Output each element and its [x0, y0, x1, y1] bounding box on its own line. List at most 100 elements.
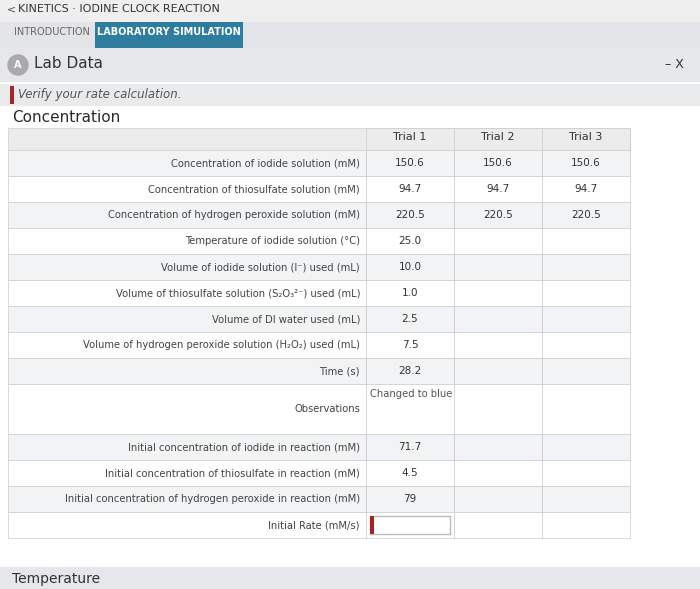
Text: 1.0: 1.0	[402, 288, 419, 298]
Bar	[366, 202, 454, 228]
Bar	[0, 22, 700, 48]
Bar	[454, 434, 542, 460]
Text: – X: – X	[665, 58, 684, 71]
Bar	[454, 202, 542, 228]
Text: 94.7: 94.7	[575, 184, 598, 194]
Text: Concentration: Concentration	[12, 110, 120, 125]
Bar	[0, 82, 700, 589]
Bar	[0, 48, 700, 82]
Text: 220.5: 220.5	[395, 210, 425, 220]
Bar	[542, 486, 630, 512]
Bar	[8, 486, 366, 512]
Text: Volume of iodide solution (I⁻) used (mL): Volume of iodide solution (I⁻) used (mL)	[162, 262, 360, 272]
Bar	[8, 228, 366, 254]
Text: 150.6: 150.6	[395, 158, 425, 168]
Bar	[8, 358, 366, 384]
Text: 7.5: 7.5	[402, 340, 419, 350]
Bar	[454, 332, 542, 358]
Bar	[8, 254, 366, 280]
Text: Initial concentration of iodide in reaction (mM): Initial concentration of iodide in react…	[128, 442, 360, 452]
Bar	[366, 228, 454, 254]
Bar	[366, 150, 454, 176]
Bar	[454, 254, 542, 280]
Bar	[10, 86, 14, 104]
Bar	[542, 512, 630, 538]
Bar	[454, 512, 542, 538]
Bar	[542, 202, 630, 228]
Bar	[454, 460, 542, 486]
Bar	[8, 434, 366, 460]
Text: 25.0: 25.0	[398, 236, 421, 246]
Text: Initial concentration of thiosulfate in reaction (mM): Initial concentration of thiosulfate in …	[105, 468, 360, 478]
Bar	[454, 358, 542, 384]
Bar	[8, 202, 366, 228]
Text: Observations: Observations	[294, 404, 360, 414]
Text: 2.5: 2.5	[402, 314, 419, 324]
Text: 220.5: 220.5	[571, 210, 601, 220]
Bar	[366, 460, 454, 486]
Bar	[454, 384, 542, 434]
Bar	[542, 128, 630, 150]
Bar	[8, 512, 366, 538]
Text: Trial 3: Trial 3	[569, 132, 603, 142]
Bar	[366, 384, 454, 434]
Bar	[370, 516, 374, 534]
Bar	[8, 150, 366, 176]
Bar	[0, 0, 700, 22]
Bar	[542, 254, 630, 280]
Bar	[370, 516, 450, 534]
Text: Concentration of thiosulfate solution (mM): Concentration of thiosulfate solution (m…	[148, 184, 360, 194]
Bar	[454, 176, 542, 202]
Bar	[366, 512, 454, 538]
Bar	[542, 332, 630, 358]
Bar	[454, 306, 542, 332]
Bar	[8, 306, 366, 332]
Text: Lab Data: Lab Data	[34, 56, 103, 71]
Text: 94.7: 94.7	[398, 184, 421, 194]
Bar	[8, 280, 366, 306]
Bar	[366, 358, 454, 384]
Text: Volume of DI water used (mL): Volume of DI water used (mL)	[211, 314, 360, 324]
Bar	[8, 460, 366, 486]
Bar	[366, 128, 454, 150]
Bar	[366, 306, 454, 332]
Bar	[8, 176, 366, 202]
Bar	[454, 128, 542, 150]
Text: Initial concentration of hydrogen peroxide in reaction (mM): Initial concentration of hydrogen peroxi…	[65, 494, 360, 504]
Bar	[366, 254, 454, 280]
Bar	[454, 228, 542, 254]
Bar	[8, 332, 366, 358]
Bar	[0, 84, 700, 106]
Bar	[542, 150, 630, 176]
Text: 150.6: 150.6	[571, 158, 601, 168]
Bar	[542, 434, 630, 460]
Bar	[542, 228, 630, 254]
Bar	[366, 280, 454, 306]
Text: 28.2: 28.2	[398, 366, 421, 376]
Text: Concentration of iodide solution (mM): Concentration of iodide solution (mM)	[171, 158, 360, 168]
Bar	[8, 128, 630, 150]
Text: 220.5: 220.5	[483, 210, 513, 220]
Bar	[542, 280, 630, 306]
Text: Trial 1: Trial 1	[393, 132, 427, 142]
Text: 71.7: 71.7	[398, 442, 421, 452]
Bar	[454, 150, 542, 176]
Text: 10.0: 10.0	[398, 262, 421, 272]
Text: 94.7: 94.7	[486, 184, 510, 194]
Bar	[8, 384, 366, 434]
Text: Changed to blue: Changed to blue	[370, 389, 452, 399]
Text: Temperature: Temperature	[12, 572, 100, 586]
Bar	[366, 332, 454, 358]
Bar	[542, 176, 630, 202]
Text: Concentration of hydrogen peroxide solution (mM): Concentration of hydrogen peroxide solut…	[108, 210, 360, 220]
Bar	[366, 486, 454, 512]
Text: Verify your rate calculation.: Verify your rate calculation.	[18, 88, 181, 101]
Bar	[366, 434, 454, 460]
Text: Time (s): Time (s)	[319, 366, 360, 376]
Circle shape	[8, 55, 28, 75]
Text: Temperature of iodide solution (°C): Temperature of iodide solution (°C)	[185, 236, 360, 246]
Text: Volume of thiosulfate solution (S₂O₃²⁻) used (mL): Volume of thiosulfate solution (S₂O₃²⁻) …	[116, 288, 360, 298]
Bar	[454, 486, 542, 512]
Text: 4.5: 4.5	[402, 468, 419, 478]
Bar	[366, 176, 454, 202]
